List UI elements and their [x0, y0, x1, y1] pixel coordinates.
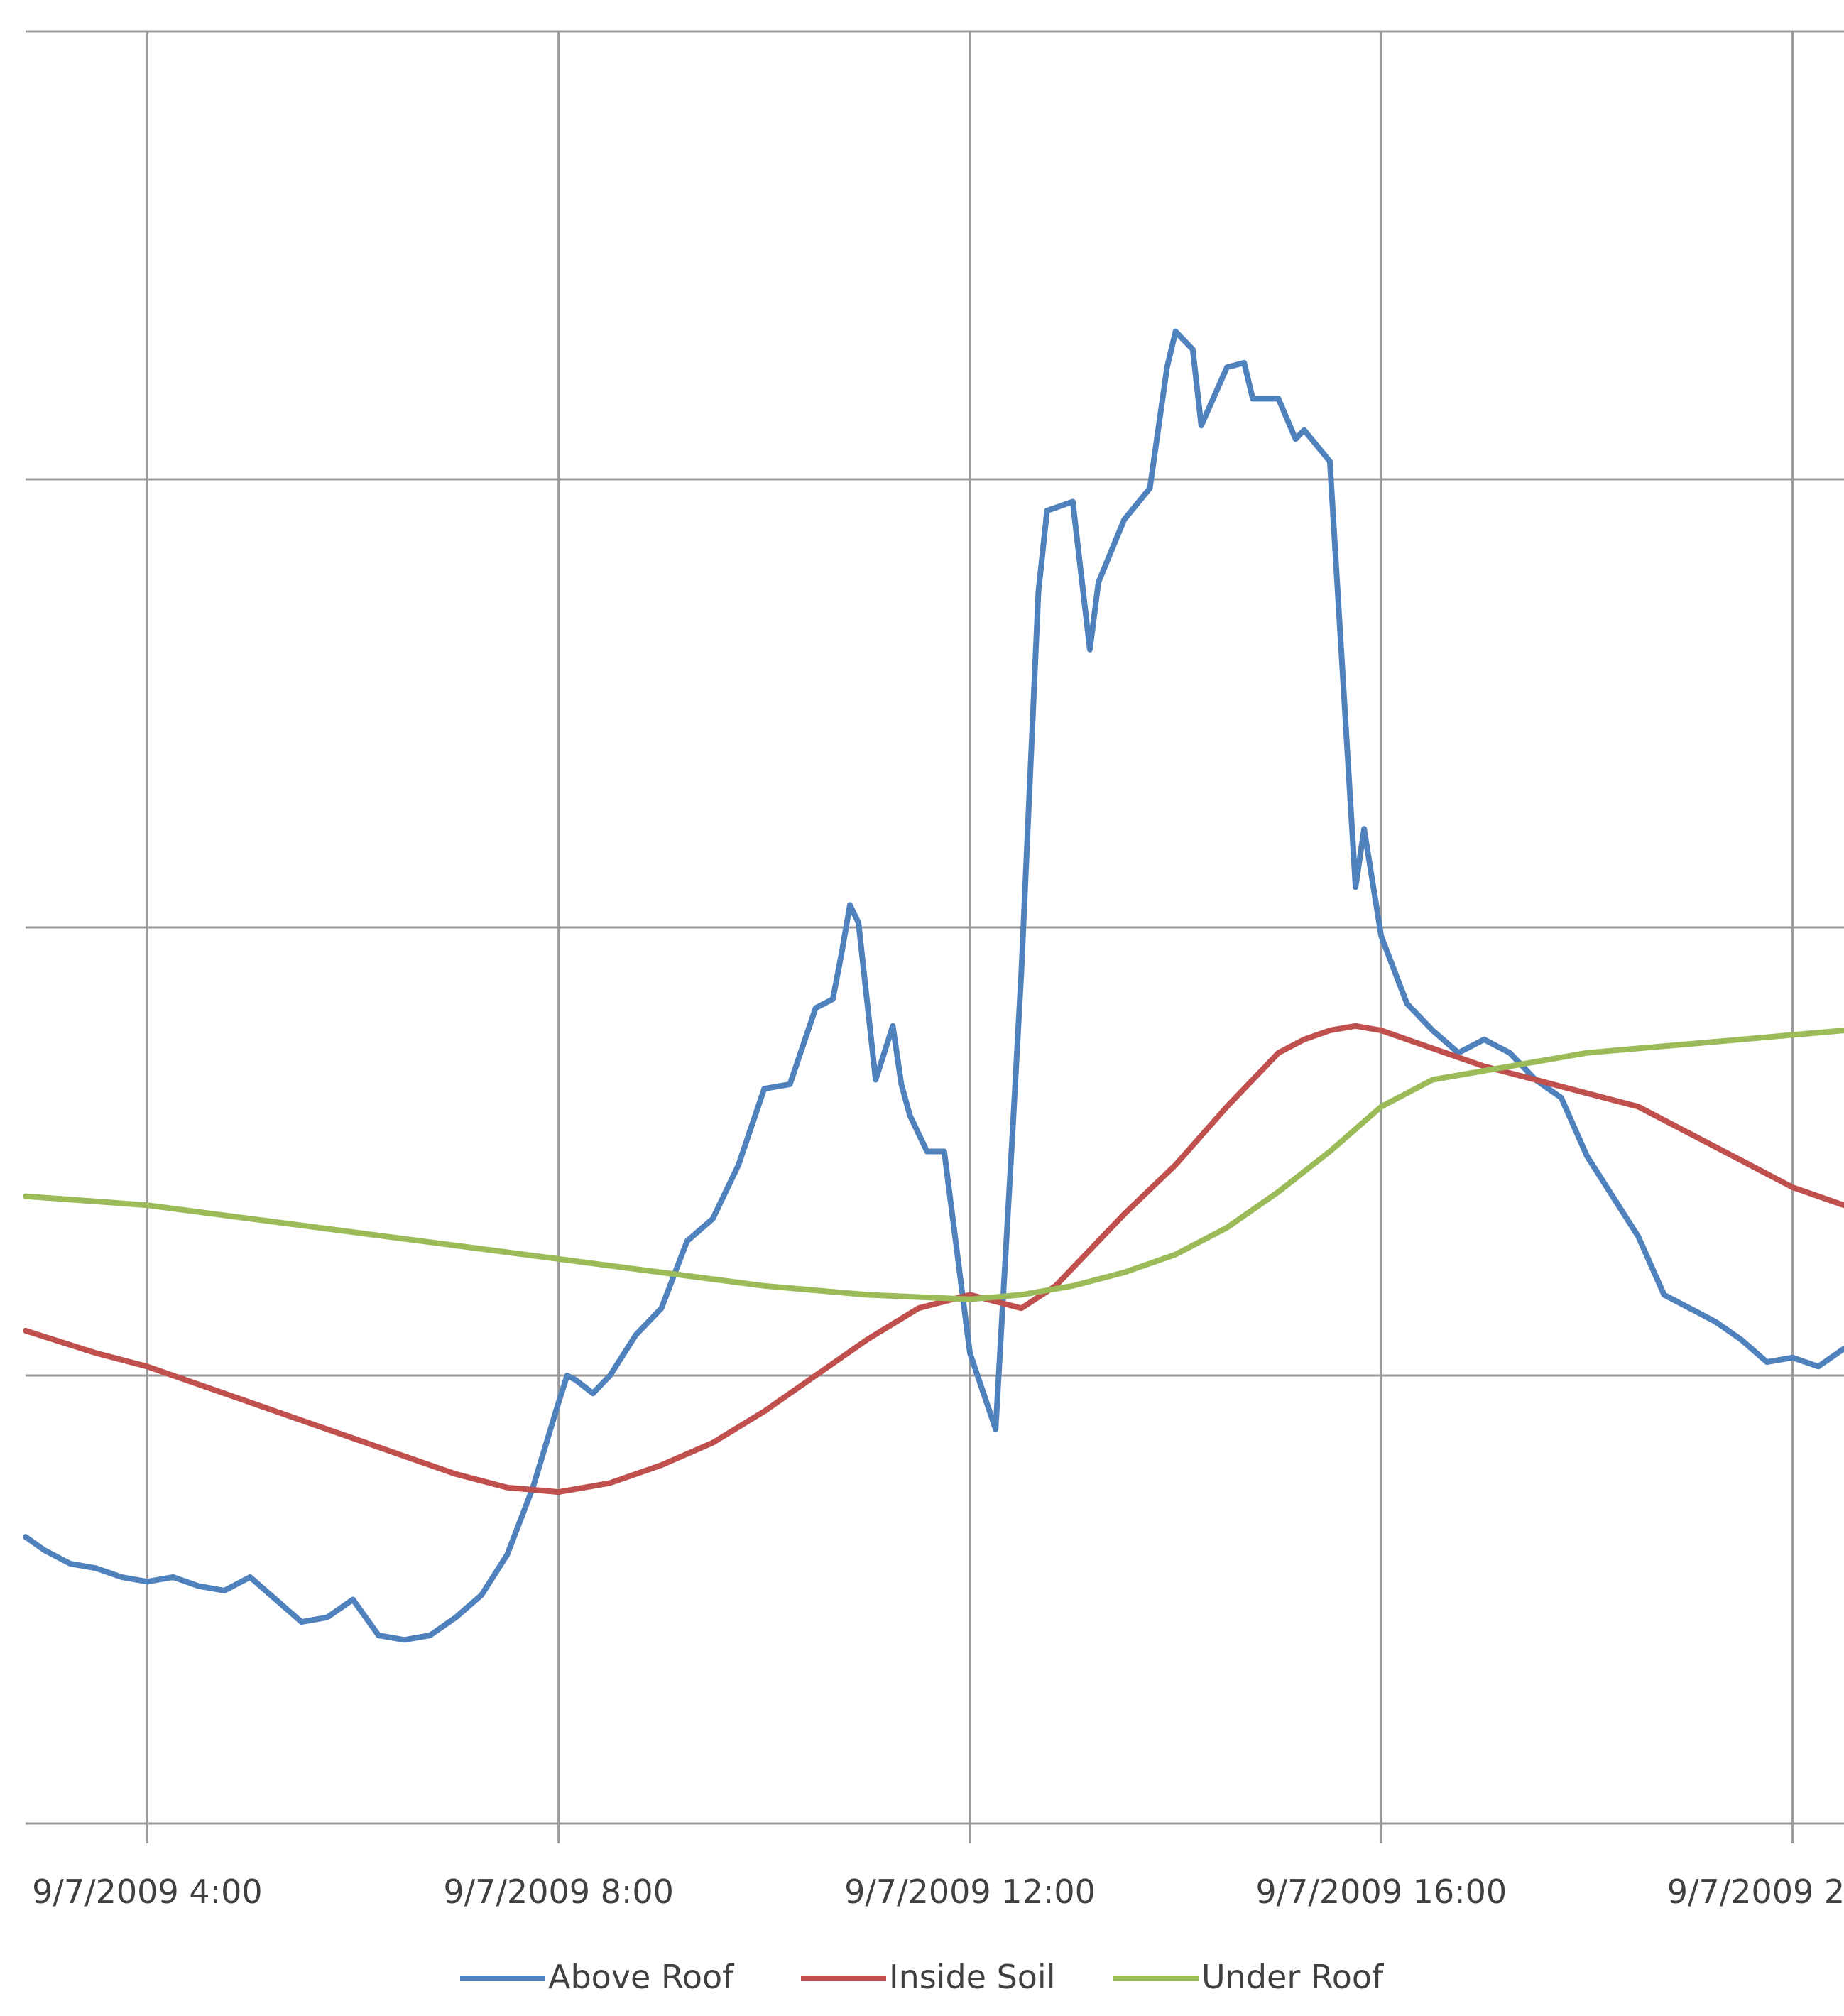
series-line-inside-soil — [23, 1023, 1844, 1495]
x-tick-label: 9/7/2009 12:00 — [844, 1873, 1096, 1911]
x-tick-label: 9/7/2009 8:00 — [443, 1873, 674, 1911]
legend-label: Inside Soil — [889, 1958, 1056, 1996]
legend: Above Roof Inside Soil Under Roof — [460, 1958, 1385, 1996]
series-lines — [23, 328, 1844, 1643]
series-line-under-roof — [23, 1028, 1844, 1302]
x-axis-tick-labels: 9/7/2009 4:00 9/7/2009 8:00 9/7/2009 12:00… — [32, 1873, 1844, 1911]
x-tick-label: 9/7/2009 16:00 — [1255, 1873, 1507, 1911]
legend-label: Under Roof — [1201, 1958, 1385, 1996]
x-tick-label: 9/7/2009 4:00 — [32, 1873, 263, 1911]
x-tick-label: 9/7/2009 20:00 — [1667, 1873, 1844, 1911]
series-line-above-roof — [23, 328, 1844, 1643]
legend-label: Above Roof — [548, 1958, 735, 1996]
